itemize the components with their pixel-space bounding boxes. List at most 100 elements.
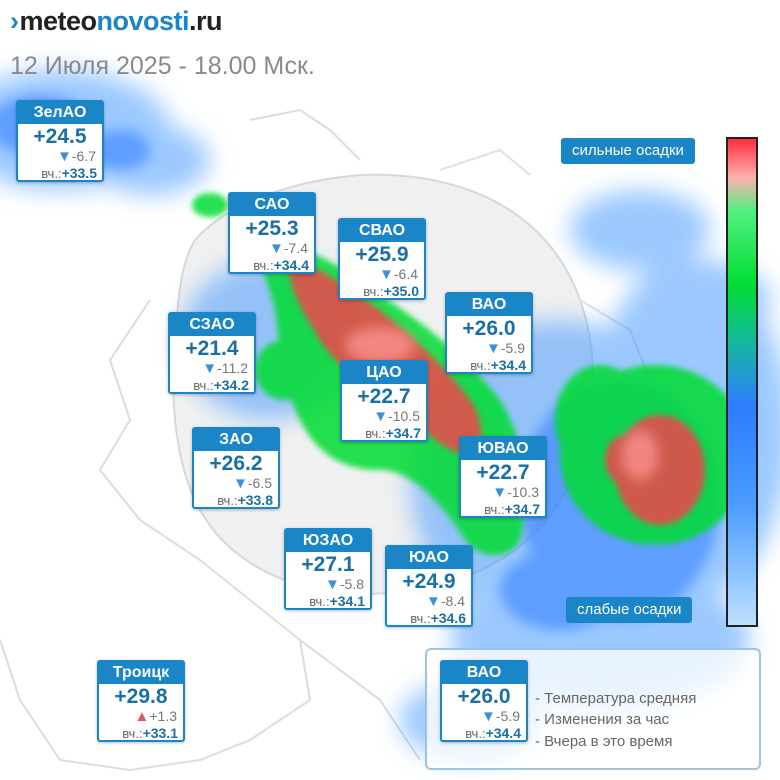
temperature-value: +24.9 bbox=[402, 570, 456, 593]
change-value: -11.2 bbox=[217, 360, 248, 376]
arrow-down-icon: ▼ bbox=[202, 360, 218, 377]
yesterday-row: вч.:+33.1 bbox=[99, 725, 183, 742]
arrow-down-icon: ▼ bbox=[233, 475, 248, 492]
district-card-yuvao: ЮВАО +22.7 ▼-10.3 вч.:+34.7 bbox=[459, 436, 547, 518]
district-name: ЮВАО bbox=[461, 438, 545, 460]
hourly-change: ▼-6.7 bbox=[18, 148, 102, 165]
change-value: -10.5 bbox=[388, 408, 420, 424]
yesterday-label: вч.: bbox=[484, 502, 505, 517]
yesterday-value: +34.4 bbox=[485, 725, 521, 741]
yesterday-row: вч.:+35.0 bbox=[340, 283, 424, 300]
temperature-value: +26.0 bbox=[457, 685, 511, 708]
district-name: ВАО bbox=[447, 294, 531, 316]
arrow-up-icon: ▲ bbox=[134, 708, 150, 725]
hourly-change: ▼-5.9 bbox=[447, 340, 531, 357]
district-name: ЮАО bbox=[387, 547, 471, 569]
yesterday-value: +33.8 bbox=[237, 492, 273, 508]
logo-novosti: novosti bbox=[96, 6, 190, 36]
arrow-down-icon: ▼ bbox=[486, 340, 501, 357]
logo-chevron-icon: › bbox=[10, 6, 19, 36]
arrow-down-icon: ▼ bbox=[481, 708, 496, 725]
legend-example-card: ВАО +26.0 ▼-5.9 вч.:+34.4 bbox=[440, 660, 528, 742]
hourly-change: ▼-5.9 bbox=[442, 708, 526, 725]
yesterday-row: вч.:+33.8 bbox=[194, 492, 278, 509]
arrow-down-icon: ▼ bbox=[373, 408, 389, 425]
yesterday-row: вч.:+34.4 bbox=[230, 257, 314, 274]
district-name: ЦАО bbox=[342, 362, 426, 384]
change-value: -7.4 bbox=[283, 240, 308, 256]
yesterday-row: вч.:+33.5 bbox=[18, 165, 102, 182]
yesterday-label: вч.: bbox=[309, 594, 330, 609]
logo-meteo: meteo bbox=[19, 6, 98, 36]
yesterday-row: вч.:+34.2 bbox=[170, 377, 254, 394]
hourly-change: ▼-5.8 bbox=[286, 576, 370, 593]
yesterday-row: вч.:+34.4 bbox=[442, 725, 526, 742]
legend-text-yesterday: - Вчера в это время bbox=[535, 733, 673, 750]
change-value: -5.9 bbox=[495, 708, 520, 724]
yesterday-value: +34.6 bbox=[430, 610, 466, 626]
hourly-change: ▼-10.5 bbox=[342, 408, 426, 425]
district-card-cao: ЦАО +22.7 ▼-10.5 вч.:+34.7 bbox=[340, 360, 428, 442]
district-name: ВАО bbox=[442, 662, 526, 684]
temperature-value: +26.0 bbox=[462, 317, 516, 340]
yesterday-row: вч.:+34.1 bbox=[286, 593, 370, 610]
yesterday-label: вч.: bbox=[465, 726, 486, 741]
temperature-value: +27.1 bbox=[301, 553, 355, 576]
change-value: -6.5 bbox=[247, 475, 272, 491]
temperature-value: +22.7 bbox=[357, 385, 411, 408]
district-name: ЗелАО bbox=[18, 102, 102, 124]
district-card-zao: ЗАО +26.2 ▼-6.5 вч.:+33.8 bbox=[192, 427, 280, 509]
change-value: -6.7 bbox=[71, 148, 96, 164]
district-name: ЗАО bbox=[194, 429, 278, 451]
yesterday-row: вч.:+34.4 bbox=[447, 357, 531, 374]
hourly-change: ▼-11.2 bbox=[170, 360, 254, 377]
yesterday-value: +34.7 bbox=[385, 425, 421, 441]
arrow-down-icon: ▼ bbox=[492, 484, 508, 501]
yesterday-value: +34.4 bbox=[273, 257, 309, 273]
yesterday-label: вч.: bbox=[253, 258, 274, 273]
change-value: -8.4 bbox=[440, 593, 465, 609]
legend-text-hourly-change: - Изменения за час bbox=[535, 711, 670, 728]
hourly-change: ▼-7.4 bbox=[230, 240, 314, 257]
yesterday-value: +34.4 bbox=[490, 357, 526, 373]
yesterday-label: вч.: bbox=[41, 166, 62, 181]
district-card-yuao: ЮАО +24.9 ▼-8.4 вч.:+34.6 bbox=[385, 545, 473, 627]
page-subtitle: 12 Июля 2025 - 18.00 Мск. bbox=[10, 52, 315, 80]
district-card-sao: САО +25.3 ▼-7.4 вч.:+34.4 bbox=[228, 192, 316, 274]
temperature-value: +21.4 bbox=[185, 337, 239, 360]
change-value: -5.9 bbox=[500, 340, 525, 356]
arrow-down-icon: ▼ bbox=[325, 576, 340, 593]
yesterday-label: вч.: bbox=[193, 378, 214, 393]
yesterday-label: вч.: bbox=[410, 611, 431, 626]
yesterday-label: вч.: bbox=[470, 358, 491, 373]
yesterday-row: вч.:+34.6 bbox=[387, 610, 471, 627]
yesterday-label: вч.: bbox=[363, 284, 384, 299]
yesterday-row: вч.:+34.7 bbox=[342, 425, 426, 442]
legend-text-temperature: - Температура средняя bbox=[535, 690, 697, 707]
scale-label-heavy: сильные осадки bbox=[561, 138, 695, 164]
site-logo[interactable]: ›meteonovosti.ru bbox=[10, 6, 223, 37]
temperature-value: +22.7 bbox=[476, 461, 530, 484]
yesterday-value: +33.1 bbox=[142, 725, 178, 741]
arrow-down-icon: ▼ bbox=[426, 593, 441, 610]
district-card-vao: ВАО +26.0 ▼-5.9 вч.:+34.4 bbox=[445, 292, 533, 374]
arrow-down-icon: ▼ bbox=[269, 240, 284, 257]
yesterday-label: вч.: bbox=[122, 726, 143, 741]
scale-label-light: слабые осадки bbox=[566, 597, 693, 623]
temperature-value: +29.8 bbox=[114, 685, 168, 708]
hourly-change: ▼-6.5 bbox=[194, 475, 278, 492]
district-card-svao: СВАО +25.9 ▼-6.4 вч.:+35.0 bbox=[338, 218, 426, 300]
logo-ru: .ru bbox=[189, 6, 223, 36]
yesterday-value: +33.5 bbox=[61, 165, 97, 181]
arrow-down-icon: ▼ bbox=[57, 148, 72, 165]
district-card-troick: Троицк +29.8 ▲+1.3 вч.:+33.1 bbox=[97, 660, 185, 742]
district-card-szao: СЗАО +21.4 ▼-11.2 вч.:+34.2 bbox=[168, 312, 256, 394]
district-name: Троицк bbox=[99, 662, 183, 684]
precipitation-scale-bar bbox=[726, 137, 758, 627]
change-value: -6.4 bbox=[393, 266, 418, 282]
district-name: САО bbox=[230, 194, 314, 216]
district-card-yuzao: ЮЗАО +27.1 ▼-5.8 вч.:+34.1 bbox=[284, 528, 372, 610]
yesterday-value: +35.0 bbox=[383, 283, 419, 299]
yesterday-value: +34.2 bbox=[213, 377, 249, 393]
yesterday-label: вч.: bbox=[365, 426, 386, 441]
